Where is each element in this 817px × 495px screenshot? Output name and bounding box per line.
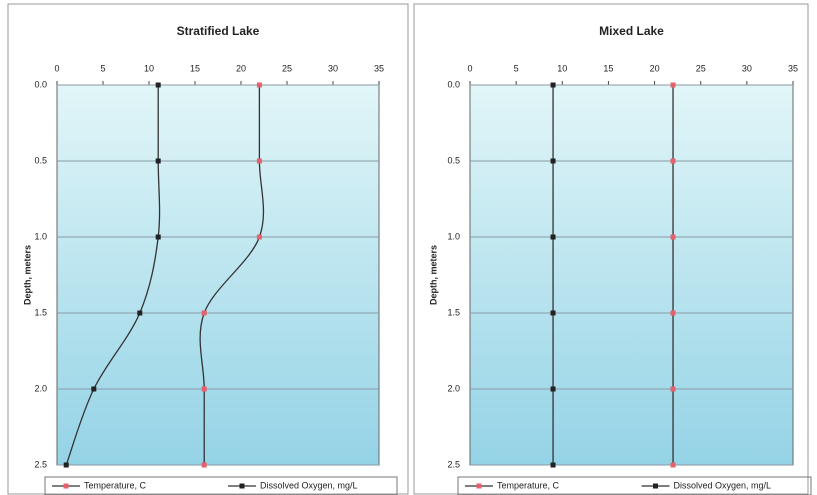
x-tick-label: 15 xyxy=(603,63,613,73)
y-axis-label: Depth, meters xyxy=(428,245,438,305)
data-point xyxy=(670,386,676,392)
x-tick-label: 35 xyxy=(374,63,384,73)
data-point xyxy=(201,462,207,468)
y-tick-label: 0.0 xyxy=(34,79,47,89)
x-tick-label: 35 xyxy=(788,63,798,73)
data-point xyxy=(201,310,207,316)
y-tick-label: 0.5 xyxy=(34,155,47,165)
plot-area xyxy=(56,84,380,466)
y-tick-label: 1.0 xyxy=(34,231,47,241)
plot-area xyxy=(469,84,794,466)
data-point xyxy=(550,310,556,316)
data-point xyxy=(670,234,676,240)
data-point xyxy=(155,234,161,240)
x-tick-label: 5 xyxy=(100,63,105,73)
data-point xyxy=(670,82,676,88)
chart-title: Stratified Lake xyxy=(177,24,260,38)
y-tick-label: 0.5 xyxy=(447,155,460,165)
data-point xyxy=(550,158,556,164)
legend-box xyxy=(457,476,812,495)
y-tick-label: 0.0 xyxy=(447,79,460,89)
legend-label: Dissolved Oxygen, mg/L xyxy=(260,480,358,490)
x-tick-label: 20 xyxy=(236,63,246,73)
chart-title: Mixed Lake xyxy=(599,24,664,38)
data-point xyxy=(550,82,556,88)
data-point xyxy=(256,234,262,240)
data-point xyxy=(137,310,143,316)
data-point xyxy=(550,386,556,392)
series-line xyxy=(65,85,161,466)
data-point xyxy=(670,462,676,468)
x-tick-label: 15 xyxy=(190,63,200,73)
x-tick-label: 0 xyxy=(54,63,59,73)
y-tick-label: 1.0 xyxy=(447,231,460,241)
data-point xyxy=(63,462,69,468)
data-point xyxy=(256,82,262,88)
y-tick-label: 1.5 xyxy=(447,307,460,317)
data-point xyxy=(256,158,262,164)
x-tick-label: 20 xyxy=(650,63,660,73)
legend-label: Dissolved Oxygen, mg/L xyxy=(674,480,772,490)
y-tick-label: 1.5 xyxy=(34,307,47,317)
legend-box xyxy=(44,476,398,495)
legend-marker xyxy=(239,483,245,489)
x-tick-label: 5 xyxy=(514,63,519,73)
data-point xyxy=(670,158,676,164)
x-tick-label: 25 xyxy=(696,63,706,73)
y-tick-label: 2.5 xyxy=(34,459,47,469)
legend-marker xyxy=(476,483,482,489)
data-point xyxy=(91,386,97,392)
x-tick-label: 30 xyxy=(742,63,752,73)
data-point xyxy=(155,82,161,88)
x-tick-label: 25 xyxy=(282,63,292,73)
y-axis-label: Depth, meters xyxy=(22,245,32,305)
data-point xyxy=(670,310,676,316)
legend-label: Temperature, C xyxy=(84,480,147,490)
data-point xyxy=(550,234,556,240)
data-point xyxy=(550,462,556,468)
x-tick-label: 10 xyxy=(144,63,154,73)
series-line xyxy=(199,85,265,465)
legend-label: Temperature, C xyxy=(497,480,560,490)
x-tick-label: 0 xyxy=(467,63,472,73)
x-tick-label: 30 xyxy=(328,63,338,73)
x-tick-label: 10 xyxy=(557,63,567,73)
y-tick-label: 2.0 xyxy=(34,383,47,393)
legend-marker xyxy=(653,483,658,489)
y-tick-label: 2.0 xyxy=(447,383,460,393)
legend-marker xyxy=(63,483,69,489)
data-point xyxy=(201,386,207,392)
data-point xyxy=(155,158,161,164)
y-tick-label: 2.5 xyxy=(447,459,460,469)
